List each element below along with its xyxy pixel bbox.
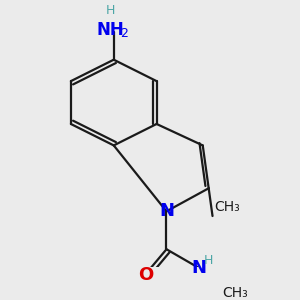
- Text: 2: 2: [120, 27, 128, 40]
- Text: N: N: [192, 259, 207, 277]
- Text: CH₃: CH₃: [214, 200, 240, 214]
- Text: NH: NH: [97, 21, 124, 39]
- Text: H: H: [106, 4, 115, 17]
- Text: O: O: [138, 266, 153, 284]
- Text: CH₃: CH₃: [222, 286, 248, 300]
- Text: N: N: [159, 202, 174, 220]
- Text: H: H: [204, 254, 213, 268]
